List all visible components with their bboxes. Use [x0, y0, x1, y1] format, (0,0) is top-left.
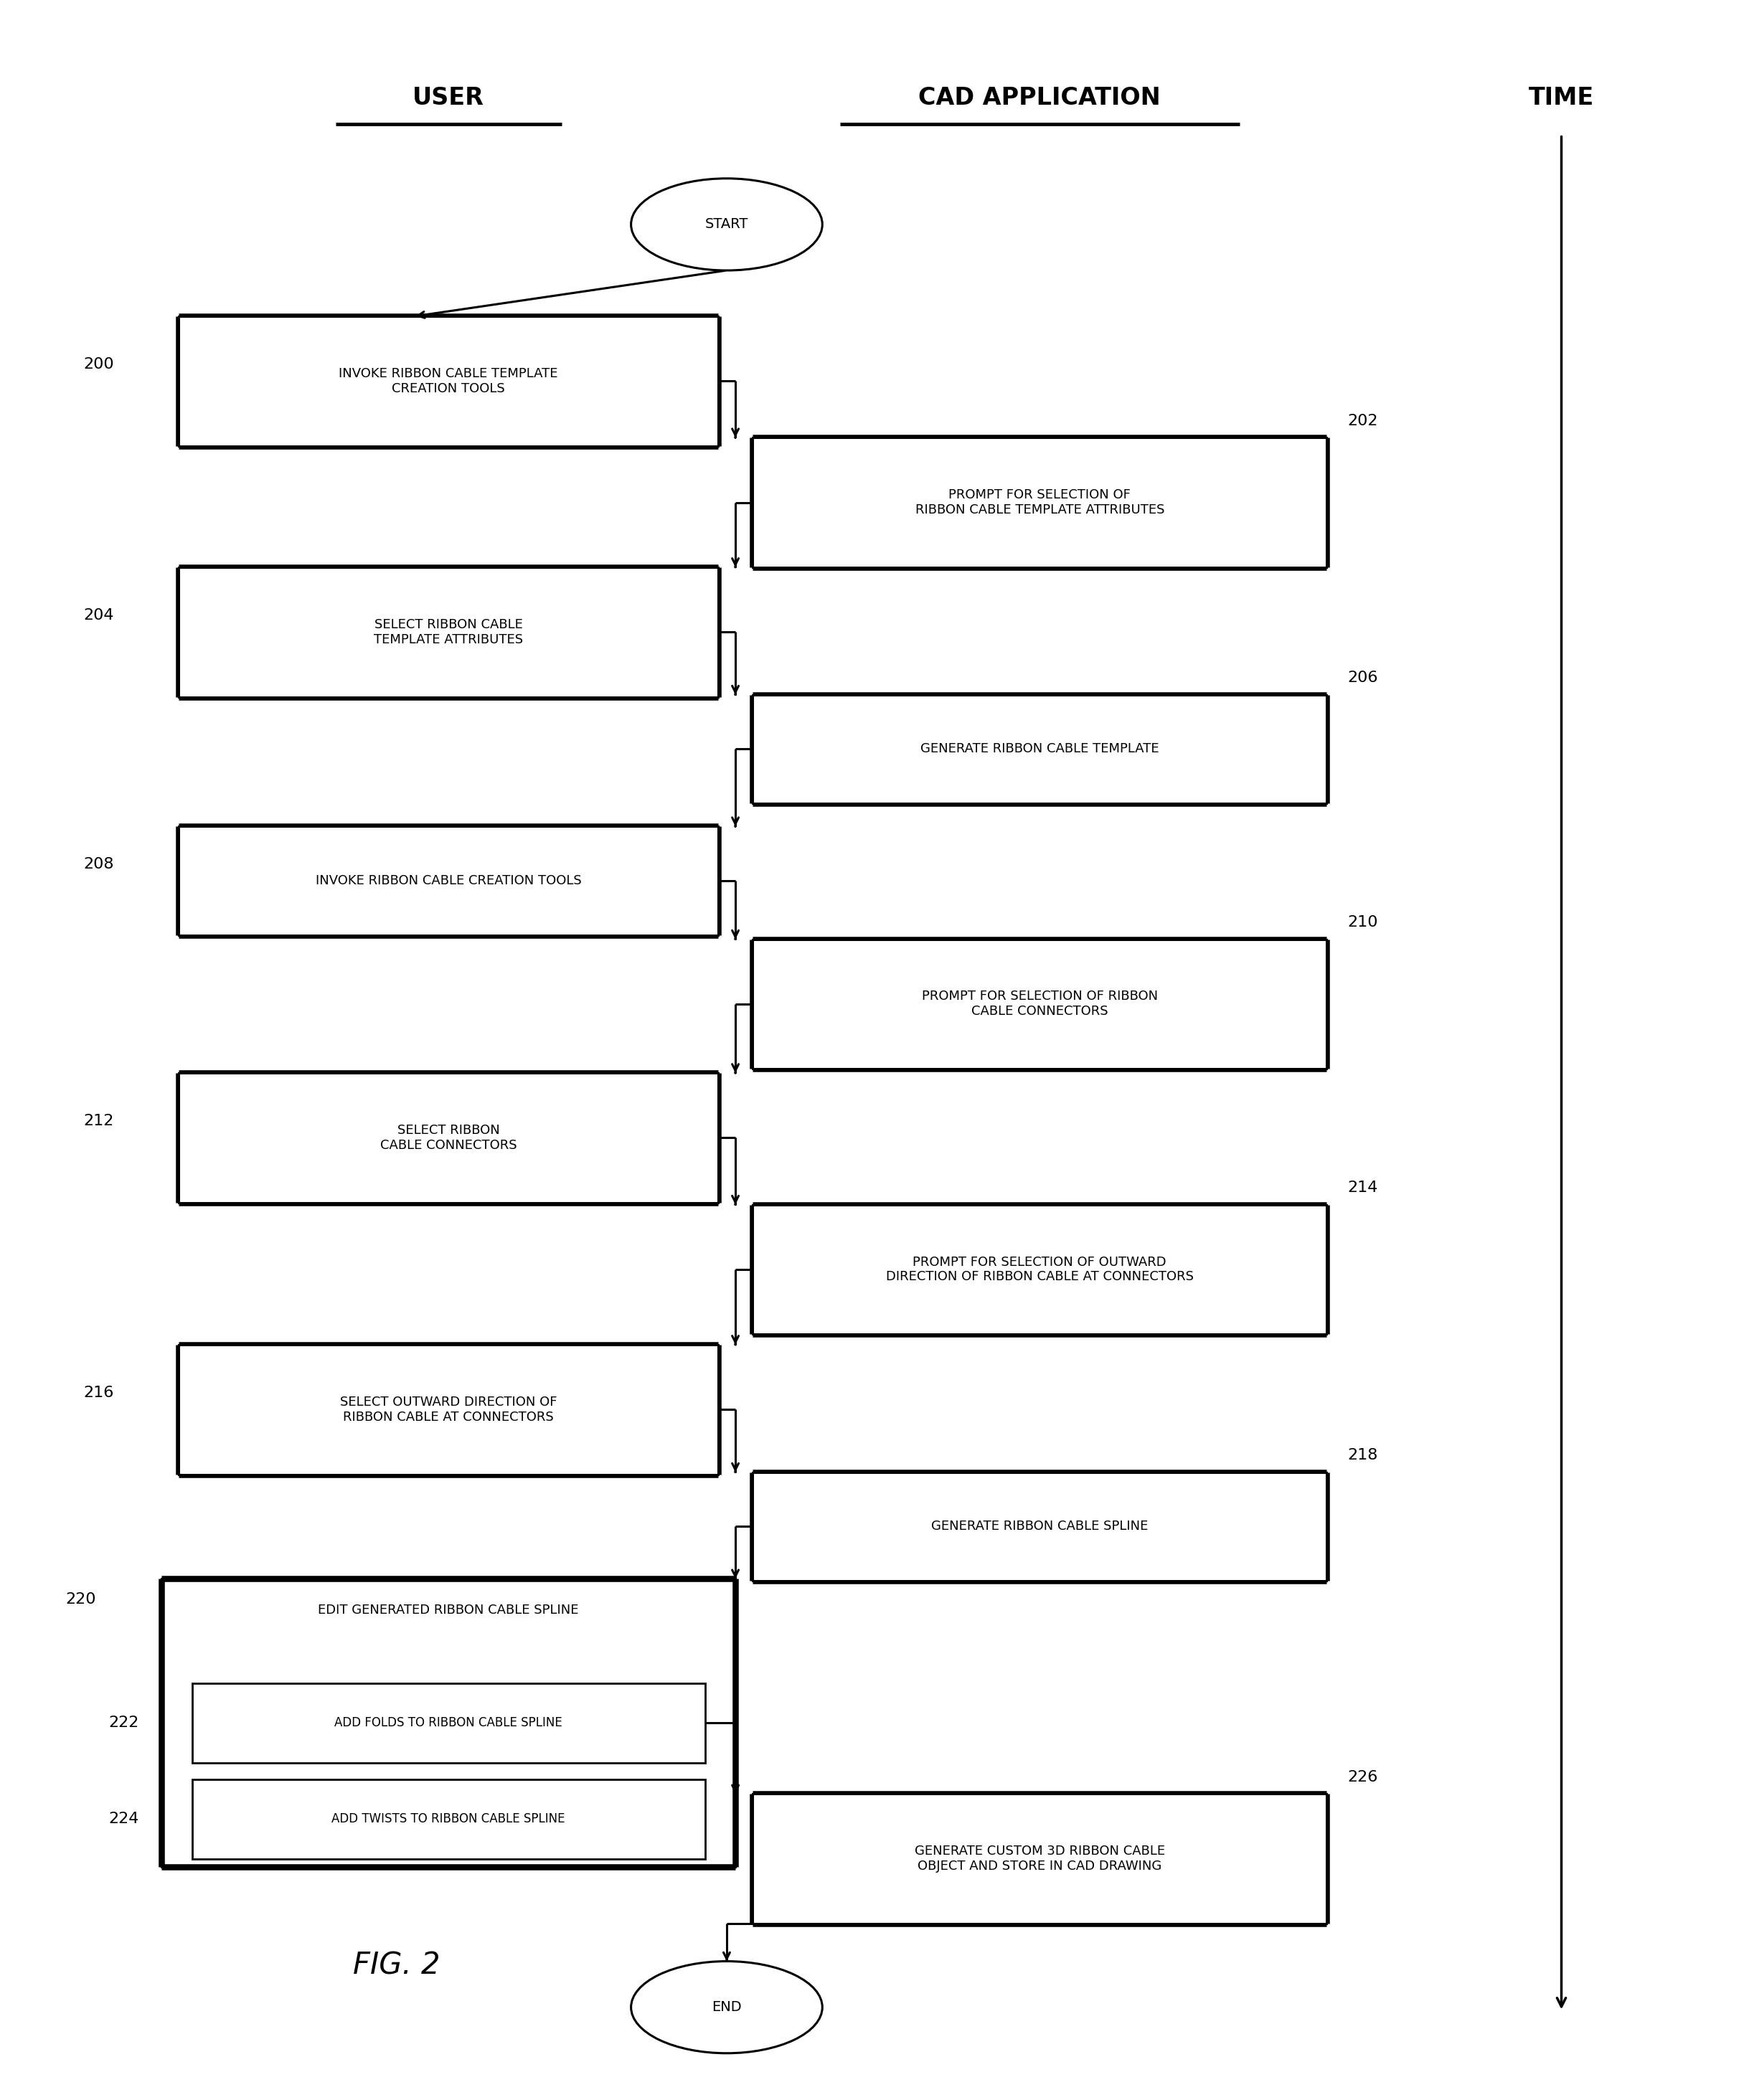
FancyBboxPatch shape	[178, 1344, 719, 1474]
FancyBboxPatch shape	[192, 1779, 705, 1858]
Text: 218: 218	[1347, 1449, 1378, 1462]
Text: SELECT RIBBON CABLE
TEMPLATE ATTRIBUTES: SELECT RIBBON CABLE TEMPLATE ATTRIBUTES	[374, 617, 523, 647]
FancyBboxPatch shape	[161, 1579, 735, 1867]
FancyBboxPatch shape	[178, 567, 719, 697]
Text: START: START	[705, 218, 749, 231]
Text: 216: 216	[84, 1386, 114, 1401]
Ellipse shape	[631, 178, 822, 271]
Text: ADD TWISTS TO RIBBON CABLE SPLINE: ADD TWISTS TO RIBBON CABLE SPLINE	[332, 1812, 565, 1825]
FancyBboxPatch shape	[178, 827, 719, 934]
Text: 222: 222	[108, 1716, 138, 1730]
FancyBboxPatch shape	[752, 437, 1327, 567]
Text: USER: USER	[413, 86, 484, 109]
FancyBboxPatch shape	[192, 1684, 705, 1762]
Ellipse shape	[631, 1961, 822, 2054]
Text: TIME: TIME	[1529, 86, 1593, 109]
Text: GENERATE RIBBON CABLE SPLINE: GENERATE RIBBON CABLE SPLINE	[930, 1520, 1147, 1533]
Text: 204: 204	[84, 609, 114, 622]
Text: 214: 214	[1347, 1180, 1378, 1195]
FancyBboxPatch shape	[752, 695, 1327, 804]
Text: 220: 220	[66, 1592, 96, 1606]
Text: SELECT RIBBON
CABLE CONNECTORS: SELECT RIBBON CABLE CONNECTORS	[380, 1124, 516, 1151]
Text: 226: 226	[1347, 1770, 1378, 1785]
Text: PROMPT FOR SELECTION OF RIBBON
CABLE CONNECTORS: PROMPT FOR SELECTION OF RIBBON CABLE CON…	[922, 989, 1158, 1018]
Text: 210: 210	[1347, 916, 1378, 930]
Text: INVOKE RIBBON CABLE TEMPLATE
CREATION TOOLS: INVOKE RIBBON CABLE TEMPLATE CREATION TO…	[339, 367, 558, 395]
Text: 212: 212	[84, 1113, 114, 1128]
Text: 208: 208	[84, 857, 114, 872]
Text: SELECT OUTWARD DIRECTION OF
RIBBON CABLE AT CONNECTORS: SELECT OUTWARD DIRECTION OF RIBBON CABLE…	[339, 1396, 556, 1424]
Text: EDIT GENERATED RIBBON CABLE SPLINE: EDIT GENERATED RIBBON CABLE SPLINE	[318, 1604, 579, 1617]
FancyBboxPatch shape	[752, 939, 1327, 1069]
FancyBboxPatch shape	[178, 1073, 719, 1203]
Text: 202: 202	[1347, 414, 1378, 428]
Text: ADD FOLDS TO RIBBON CABLE SPLINE: ADD FOLDS TO RIBBON CABLE SPLINE	[334, 1716, 563, 1730]
Text: CAD APPLICATION: CAD APPLICATION	[918, 86, 1161, 109]
FancyBboxPatch shape	[752, 1472, 1327, 1581]
Text: END: END	[712, 2001, 742, 2014]
FancyBboxPatch shape	[752, 1793, 1327, 1924]
Text: PROMPT FOR SELECTION OF OUTWARD
DIRECTION OF RIBBON CABLE AT CONNECTORS: PROMPT FOR SELECTION OF OUTWARD DIRECTIO…	[885, 1256, 1193, 1283]
Text: GENERATE CUSTOM 3D RIBBON CABLE
OBJECT AND STORE IN CAD DRAWING: GENERATE CUSTOM 3D RIBBON CABLE OBJECT A…	[915, 1846, 1165, 1873]
Text: 224: 224	[108, 1812, 138, 1827]
Text: GENERATE RIBBON CABLE TEMPLATE: GENERATE RIBBON CABLE TEMPLATE	[920, 743, 1160, 756]
Text: INVOKE RIBBON CABLE CREATION TOOLS: INVOKE RIBBON CABLE CREATION TOOLS	[315, 874, 581, 886]
Text: FIG. 2: FIG. 2	[353, 1951, 439, 1980]
Text: PROMPT FOR SELECTION OF
RIBBON CABLE TEMPLATE ATTRIBUTES: PROMPT FOR SELECTION OF RIBBON CABLE TEM…	[915, 489, 1165, 517]
Text: 206: 206	[1347, 670, 1378, 685]
FancyBboxPatch shape	[178, 317, 719, 445]
FancyBboxPatch shape	[752, 1205, 1327, 1334]
Text: 200: 200	[84, 357, 114, 372]
